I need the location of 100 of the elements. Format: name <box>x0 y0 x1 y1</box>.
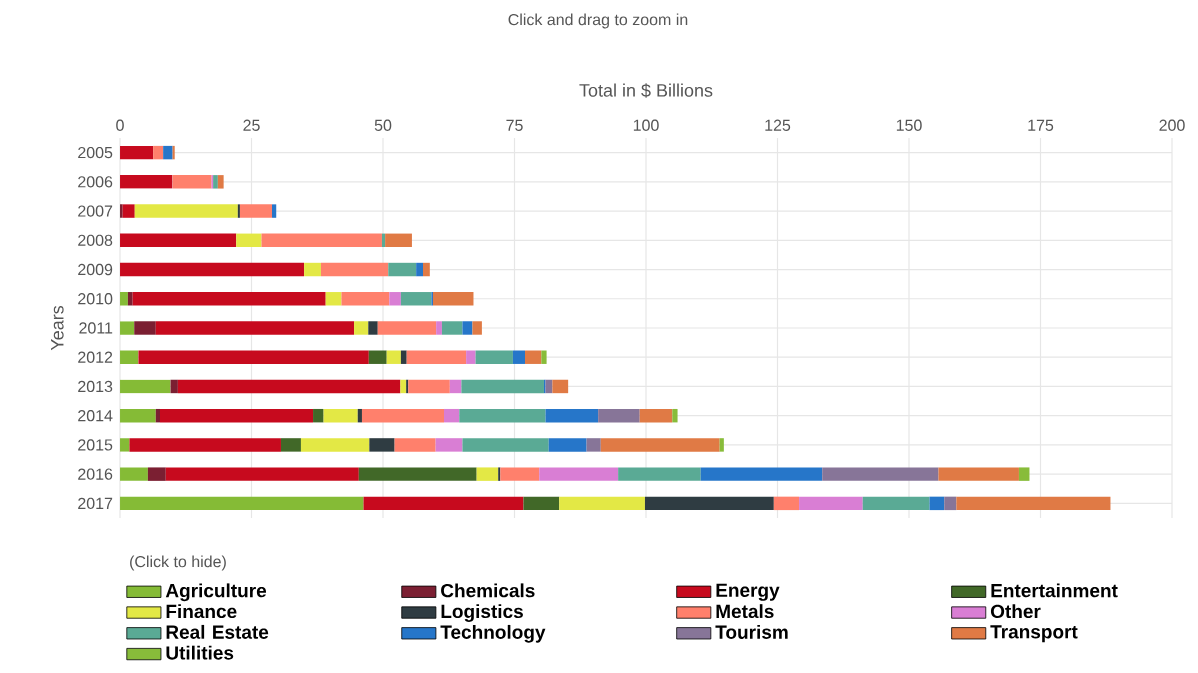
bar <box>239 204 273 218</box>
bar <box>408 379 450 394</box>
bar <box>466 350 476 364</box>
bar <box>432 292 474 306</box>
bar <box>541 350 547 364</box>
bar <box>644 496 774 511</box>
bar <box>462 321 473 335</box>
bar <box>459 408 546 423</box>
bar <box>172 175 212 189</box>
y-tick-label: 2010 <box>78 293 113 305</box>
bar <box>358 467 477 481</box>
bar <box>120 262 305 277</box>
bar <box>361 408 445 423</box>
bar <box>325 292 342 306</box>
legend-label: Tourism <box>715 624 788 639</box>
bar <box>406 350 467 364</box>
x-tick-label: 100 <box>633 119 659 131</box>
bar <box>120 496 364 511</box>
bar <box>416 262 423 277</box>
bar <box>147 467 166 481</box>
bar <box>441 321 463 335</box>
bar <box>300 438 370 452</box>
x-tick-label: 0 <box>116 119 124 131</box>
bar <box>552 379 569 394</box>
bar <box>400 292 432 306</box>
bar <box>1018 467 1030 481</box>
y-tick-label: 2014 <box>78 410 113 422</box>
bar <box>822 467 939 481</box>
bar <box>127 292 133 306</box>
bar <box>213 175 218 189</box>
bar <box>304 262 321 277</box>
bar <box>170 379 178 394</box>
bar <box>165 467 359 481</box>
bar <box>406 379 409 394</box>
bar <box>475 350 513 364</box>
bar <box>120 175 173 189</box>
y-tick-label: 2005 <box>78 146 113 159</box>
bar <box>461 379 544 394</box>
y-tick-label: 2015 <box>78 439 113 451</box>
bar <box>134 204 238 218</box>
y-tick-label: 2012 <box>78 351 113 363</box>
bar <box>944 496 957 511</box>
legend-label: Energy <box>716 583 780 601</box>
legend-label: Real Estate <box>166 624 269 639</box>
x-axis-title: Total in $ Billions <box>579 83 713 98</box>
bar <box>155 321 355 335</box>
legend-title: (Click to hide) <box>130 555 226 571</box>
legend-label: Finance <box>166 604 237 619</box>
bar <box>120 145 154 160</box>
bar <box>153 145 164 160</box>
bar <box>217 175 224 189</box>
bar <box>381 233 386 248</box>
bar <box>163 145 173 160</box>
bar <box>719 438 724 452</box>
bar <box>586 438 601 452</box>
y-tick-label: 2009 <box>78 263 113 276</box>
bar <box>523 496 560 511</box>
bar <box>525 350 542 364</box>
y-tick-label: 2006 <box>78 176 113 188</box>
bar <box>929 496 945 511</box>
bar <box>639 408 673 423</box>
legend-label: Transport <box>990 625 1078 643</box>
legend-label: Logistics <box>441 604 523 622</box>
bar <box>600 438 720 452</box>
bar <box>618 467 701 481</box>
legend-label: Technology <box>440 624 546 643</box>
bar <box>672 408 678 423</box>
y-tick-label: 2007 <box>78 205 113 217</box>
bar <box>498 467 501 481</box>
x-tick-label: 25 <box>243 119 260 131</box>
bar <box>386 350 401 364</box>
bar <box>512 350 526 364</box>
bar <box>938 467 1019 481</box>
bar <box>422 262 430 277</box>
x-tick-label: 150 <box>896 119 922 131</box>
bar <box>500 467 540 481</box>
bar <box>129 438 281 452</box>
bar <box>539 467 619 481</box>
bar <box>120 379 171 394</box>
bar <box>377 321 437 335</box>
bar <box>394 438 436 452</box>
y-tick-label: 2013 <box>78 380 113 393</box>
bar <box>389 292 401 306</box>
bar <box>773 496 800 511</box>
bar <box>368 350 387 364</box>
legend-label: Utilities <box>166 645 234 660</box>
bar <box>598 408 640 423</box>
bar <box>385 233 412 248</box>
bar <box>236 233 262 248</box>
bar <box>449 379 462 394</box>
x-tick-label: 175 <box>1028 119 1054 131</box>
bar <box>134 321 156 335</box>
bar <box>400 350 407 364</box>
x-tick-label: 75 <box>506 119 523 131</box>
y-tick-label: 2008 <box>78 234 113 246</box>
bar <box>120 233 237 248</box>
bar <box>120 408 156 423</box>
bar <box>436 321 442 335</box>
y-tick-label: 2011 <box>79 322 113 334</box>
y-tick-label: 2017 <box>78 497 113 510</box>
